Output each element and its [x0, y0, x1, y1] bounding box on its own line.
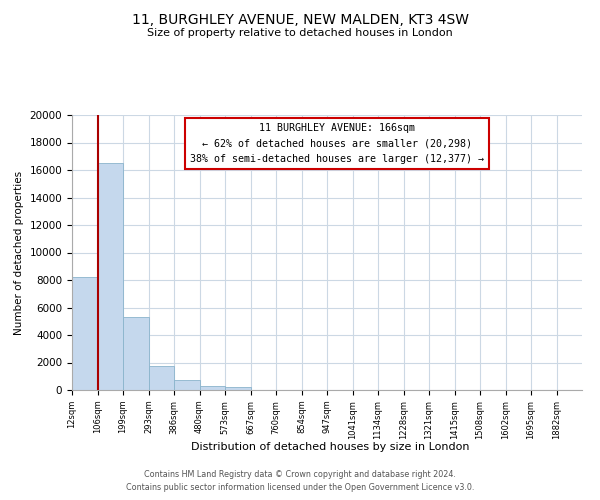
- Bar: [225, 387, 251, 390]
- Bar: [174, 380, 199, 390]
- Text: Distribution of detached houses by size in London: Distribution of detached houses by size …: [191, 442, 469, 452]
- Bar: [97, 163, 123, 390]
- Bar: [149, 366, 174, 390]
- Text: Contains HM Land Registry data © Crown copyright and database right 2024.
Contai: Contains HM Land Registry data © Crown c…: [126, 470, 474, 492]
- Bar: [199, 386, 225, 390]
- Bar: [72, 277, 97, 390]
- Bar: [123, 317, 149, 390]
- Text: 11, BURGHLEY AVENUE, NEW MALDEN, KT3 4SW: 11, BURGHLEY AVENUE, NEW MALDEN, KT3 4SW: [131, 12, 469, 26]
- Text: 11 BURGHLEY AVENUE: 166sqm
← 62% of detached houses are smaller (20,298)
38% of : 11 BURGHLEY AVENUE: 166sqm ← 62% of deta…: [190, 123, 484, 164]
- Y-axis label: Number of detached properties: Number of detached properties: [14, 170, 24, 334]
- Text: Size of property relative to detached houses in London: Size of property relative to detached ho…: [147, 28, 453, 38]
